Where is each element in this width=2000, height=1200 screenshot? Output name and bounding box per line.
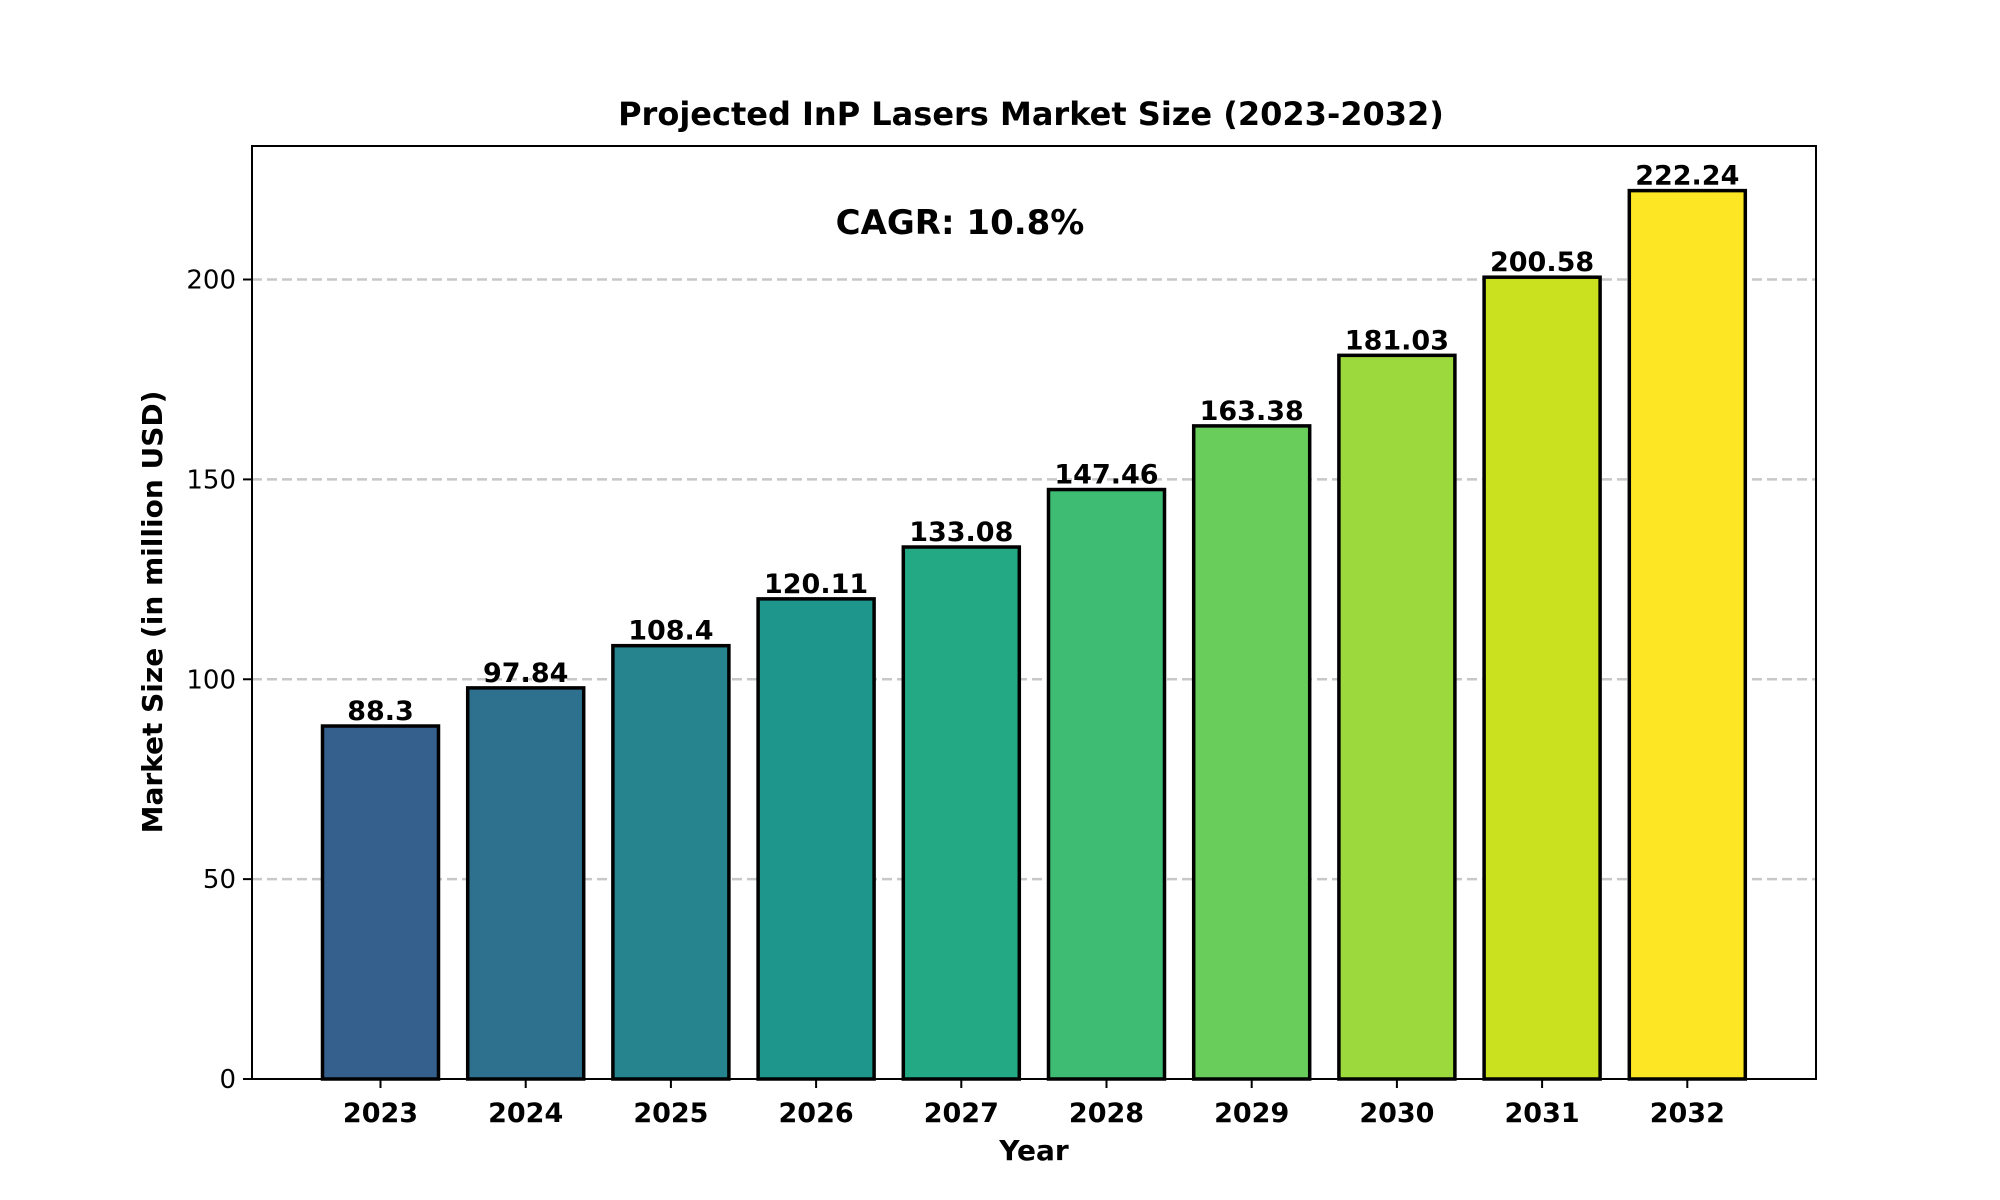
plot-frame xyxy=(251,145,1817,1080)
x-tick-label: 2028 xyxy=(1069,1098,1144,1129)
bar-2024 xyxy=(465,686,586,1081)
x-tick-label: 2023 xyxy=(343,1098,418,1129)
x-tick-label: 2027 xyxy=(924,1098,999,1129)
bar-2027 xyxy=(901,545,1022,1081)
value-label: 108.4 xyxy=(628,616,713,647)
y-tick-label: 50 xyxy=(203,865,236,895)
data-labels: 88.3 97.84 108.4 120.11 133.08 147.46 163.38 18… xyxy=(347,161,1739,727)
value-label: 163.38 xyxy=(1200,396,1304,427)
value-label: 222.24 xyxy=(1635,161,1739,192)
bar-2026 xyxy=(756,597,876,1081)
x-tick-label: 2031 xyxy=(1505,1098,1580,1129)
bar-2025 xyxy=(611,643,731,1081)
value-label: 133.08 xyxy=(909,517,1013,548)
cagr-annotation: CAGR: 10.8% xyxy=(836,203,1085,243)
value-label: 88.3 xyxy=(347,696,414,727)
value-label: 200.58 xyxy=(1490,247,1594,278)
x-tick-label: 2025 xyxy=(633,1098,708,1129)
value-label: 181.03 xyxy=(1345,325,1449,356)
bar-2030 xyxy=(1337,353,1457,1081)
value-label: 120.11 xyxy=(764,569,868,600)
x-axis-label: Year xyxy=(998,1134,1069,1167)
bar-2031 xyxy=(1482,275,1602,1081)
x-axis-ticks: 2023 2024 2025 2026 2027 2028 2029 2030 2031 2032 xyxy=(343,1079,1725,1129)
bar-2023 xyxy=(320,724,441,1081)
x-tick-label: 2029 xyxy=(1214,1098,1289,1129)
chart-title: Projected InP Lasers Market Size (2023-2… xyxy=(618,95,1444,133)
y-tick-label: 150 xyxy=(186,465,236,495)
x-tick-label: 2030 xyxy=(1359,1098,1434,1129)
y-tick-label: 100 xyxy=(186,665,236,695)
value-label: 147.46 xyxy=(1054,460,1158,491)
bar-2029 xyxy=(1191,424,1312,1081)
value-label: 97.84 xyxy=(483,658,568,689)
y-tick-label: 200 xyxy=(186,266,236,296)
y-axis-ticks: 0 50 100 150 200 xyxy=(186,266,252,1095)
x-tick-label: 2024 xyxy=(488,1098,563,1129)
bar-2028 xyxy=(1046,487,1167,1081)
y-axis-label: Market Size (in million USD) xyxy=(136,391,169,834)
y-tick-label: 0 xyxy=(219,1065,236,1095)
x-tick-label: 2026 xyxy=(779,1098,854,1129)
bar-2032 xyxy=(1627,188,1748,1081)
x-tick-label: 2032 xyxy=(1650,1098,1725,1129)
